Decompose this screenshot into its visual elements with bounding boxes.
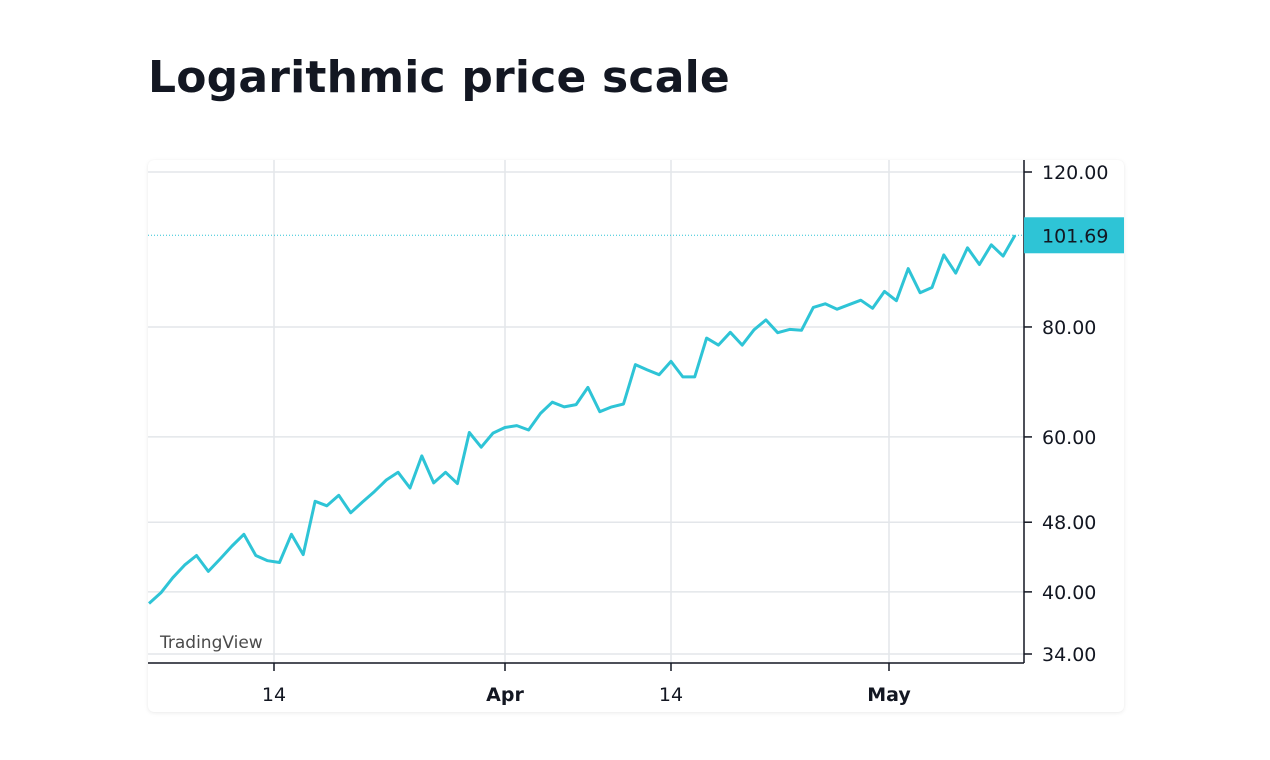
- page-title: Logarithmic price scale: [148, 52, 730, 103]
- grid-lines: [148, 160, 1024, 663]
- price-tick-label: 48.00: [1042, 512, 1096, 534]
- time-tick-label: 14: [262, 684, 286, 706]
- series-line: [148, 234, 1017, 605]
- last-price-value: 101.69: [1042, 225, 1108, 247]
- last-price-badge: [1024, 217, 1124, 254]
- time-tick-label: Apr: [486, 684, 524, 706]
- price-chart[interactable]: TradingView 120.00 80.00 60.00 48.00 40.00 34…: [148, 160, 1124, 712]
- price-tick-label: 60.00: [1042, 427, 1096, 449]
- price-tick-label: 120.00: [1042, 162, 1108, 184]
- price-tick-label: 40.00: [1042, 582, 1096, 604]
- time-tick-label: May: [867, 684, 911, 706]
- time-tick-label: 14: [659, 684, 683, 706]
- time-axis[interactable]: 14 Apr 14 May: [262, 663, 911, 706]
- price-tick-label: 34.00: [1042, 644, 1096, 666]
- last-price-label: 101.69: [1024, 217, 1124, 254]
- chart-card[interactable]: TradingView 120.00 80.00 60.00 48.00 40.00 34…: [148, 160, 1124, 712]
- price-axis[interactable]: 120.00 80.00 60.00 48.00 40.00 34.00: [1024, 162, 1108, 666]
- tradingview-watermark: TradingView: [159, 633, 263, 653]
- price-tick-label: 80.00: [1042, 317, 1096, 339]
